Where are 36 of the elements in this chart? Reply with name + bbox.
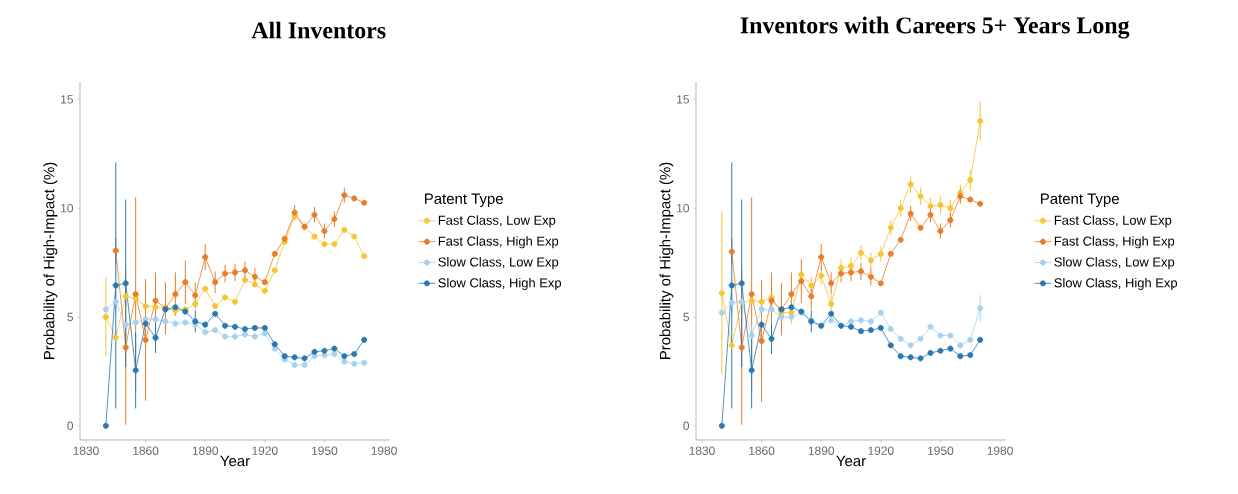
y-tick-label: 15 [677,95,689,104]
x-tick-label: 1830 [73,446,99,455]
y-tick-label: 0 [67,421,74,431]
y-tick-label: 10 [61,203,74,213]
legend-label: Fast Class, Low Exp [1054,215,1172,228]
y-axis-title: Probability of High-Impact (%) [659,162,674,360]
y-tick-label: 15 [61,95,73,104]
legend-label: Fast Class, Low Exp [438,215,556,228]
x-axis-title: Year [220,455,250,467]
y-tick-label: 5 [683,312,689,322]
chart-title: All Inventors [251,21,386,39]
x-tick-label: 1920 [252,446,278,455]
x-tick-label: 1980 [371,446,397,455]
legend-title: Patent Type [425,193,503,207]
x-tick-label: 1830 [689,446,715,455]
x-tick-label: 1920 [868,446,894,455]
x-tick-label: 1890 [192,446,219,455]
y-tick-label: 0 [683,421,690,431]
y-axis-title: Probability of High-Impact (%) [43,162,58,360]
x-tick-label: 1860 [749,446,775,455]
legend-label: Slow Class, High Exp [438,277,562,290]
y-tick-label: 5 [67,312,73,322]
y-tick-label: 10 [677,203,690,213]
x-tick-label: 1890 [808,446,835,455]
x-tick-label: 1860 [133,446,159,455]
x-axis-title: Year [836,455,866,467]
legend-label: Slow Class, High Exp [1054,277,1178,290]
x-tick-label: 1950 [312,446,338,455]
x-tick-label: 1950 [928,446,954,455]
legend-label: Slow Class, Low Exp [1054,257,1175,270]
x-tick-label: 1980 [987,446,1013,455]
legend-label: Slow Class, Low Exp [438,257,559,270]
legend-label: Fast Class, High Exp [438,236,559,249]
legend-title: Patent Type [1041,193,1119,207]
chart-title: Inventors with Careers 5+ Years Long [740,16,1130,39]
legend-label: Fast Class, High Exp [1054,236,1175,249]
